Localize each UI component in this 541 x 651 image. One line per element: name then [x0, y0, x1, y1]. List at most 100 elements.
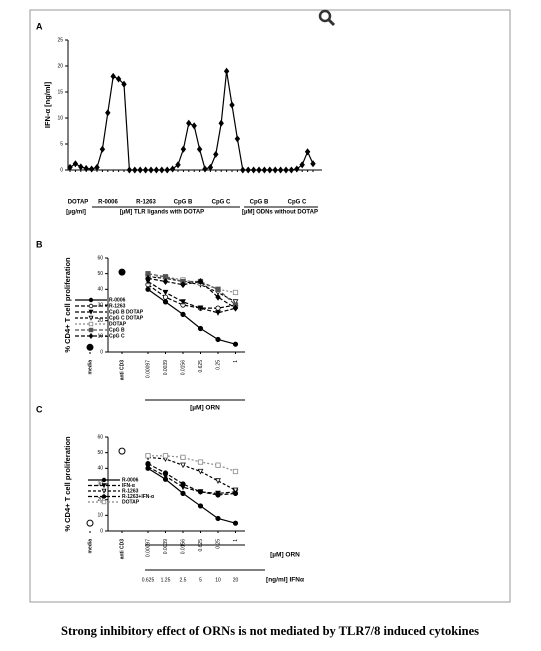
x-tick-label: 1 [233, 539, 239, 542]
zoom-icon[interactable] [318, 9, 336, 27]
control-point [118, 447, 126, 455]
point [215, 462, 221, 468]
point [197, 305, 204, 312]
x-tick-label: 0.25 [215, 539, 221, 549]
y-tick-label: 40 [97, 466, 103, 472]
x-axis-label: [µM] ORN [190, 405, 220, 412]
x-tick-label: 0.0039 [163, 360, 169, 376]
point [145, 274, 151, 282]
point [101, 483, 107, 489]
point [126, 166, 133, 174]
caption: Strong inhibitory effect of ORNs is not … [61, 624, 479, 638]
control-point [118, 268, 126, 276]
point [94, 163, 100, 171]
legend-label: R-1263+IFN-α [122, 494, 155, 500]
point [101, 499, 107, 505]
x-tick-label: 0.625 [198, 360, 204, 373]
point [240, 166, 246, 174]
point [180, 454, 186, 460]
series-line [147, 456, 236, 491]
point [215, 286, 221, 292]
point [175, 161, 181, 169]
point [159, 166, 165, 174]
x-tick-label: 1 [233, 360, 239, 363]
point [197, 489, 204, 495]
legend-label: CpG B DOTAP [109, 309, 144, 315]
point [215, 293, 221, 301]
point [169, 165, 176, 173]
x-tick-label: media [87, 539, 93, 554]
point [232, 487, 239, 494]
point [232, 520, 239, 526]
point [88, 303, 94, 309]
group-label: CpG B [174, 200, 193, 206]
point [186, 119, 192, 127]
series-line [69, 71, 314, 171]
point [294, 165, 300, 173]
point [88, 297, 94, 303]
point [180, 481, 186, 487]
series-line [148, 455, 236, 473]
point [197, 459, 204, 465]
point [121, 80, 127, 88]
y-tick-label: 20 [97, 318, 103, 324]
point [261, 166, 268, 174]
y-tick-label: 30 [97, 481, 103, 487]
point [245, 166, 251, 174]
legend-label: DOTAP [109, 321, 127, 327]
series-line [147, 273, 236, 306]
point [162, 453, 169, 459]
y-tick-label: 50 [97, 450, 103, 456]
point [304, 148, 311, 156]
legend-label: R-1263 [122, 488, 139, 494]
y-axis-label: % CD4+ T cell proliferation [63, 436, 72, 532]
point [137, 166, 143, 174]
point [215, 310, 221, 316]
point [162, 277, 169, 286]
point [78, 163, 84, 171]
point [207, 163, 214, 171]
point [101, 494, 107, 499]
y-tick-label: 25 [57, 37, 63, 43]
group-label: CpG C [212, 200, 231, 206]
point [191, 122, 197, 130]
series-line [147, 284, 236, 309]
panel-letter: C [36, 404, 43, 414]
point [232, 341, 239, 347]
x-tick-label: 0.0156 [180, 360, 186, 376]
x-tick-label: media [87, 360, 93, 375]
point [215, 492, 221, 498]
point [310, 160, 316, 168]
group-labels: DOTAP R-0006 R-1263 CpG B CpG C CpG B Cp… [66, 200, 318, 216]
legend-label: R-0006 [122, 477, 139, 483]
legend-label: R-1263 [109, 303, 126, 309]
point [180, 145, 187, 153]
panel-letter: B [36, 239, 43, 249]
point [234, 135, 241, 143]
unit-label: [µM] ODNs without DOTAP [242, 210, 318, 216]
x2-tick-label: 1.25 [161, 577, 171, 583]
group-label: DOTAP [68, 200, 89, 206]
point [223, 67, 230, 75]
point [162, 294, 169, 300]
series-line [147, 277, 236, 309]
point [88, 327, 94, 333]
control-point [86, 519, 94, 527]
legend-label: IFN-α [122, 483, 136, 489]
series-line [147, 463, 236, 496]
y-tick-label: 0 [100, 349, 103, 355]
legend-label: R-0006 [109, 297, 126, 303]
point [218, 119, 224, 127]
point [164, 166, 170, 174]
y-tick-label: 40 [97, 287, 103, 293]
point [197, 503, 204, 509]
point [267, 166, 273, 174]
y-tick-label: 10 [57, 115, 63, 121]
x-tick-label: 0.00097 [145, 539, 151, 557]
series-line [147, 280, 236, 314]
y-tick-label: 20 [97, 497, 103, 503]
panel-letter: A [36, 21, 43, 31]
unit-label: [µg/ml] [66, 210, 86, 216]
point [180, 281, 186, 289]
control-point [86, 343, 94, 351]
